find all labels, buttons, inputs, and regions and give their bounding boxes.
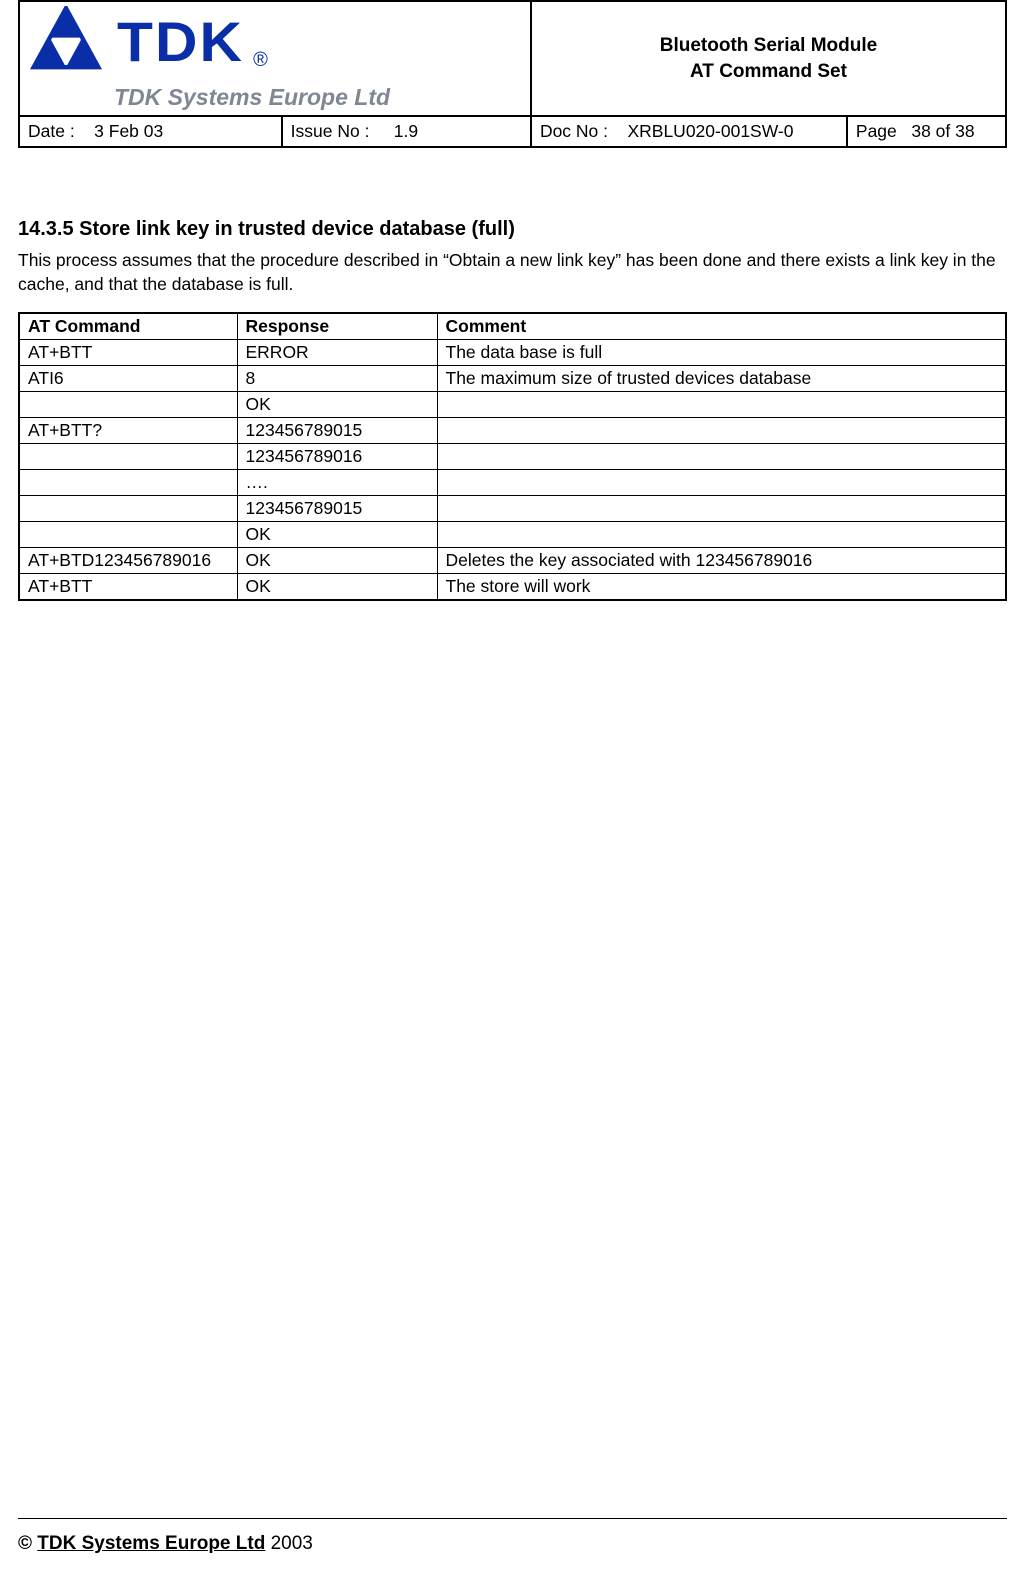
meta-page: Page 38 of 38	[847, 116, 1006, 147]
table-row: ….	[19, 470, 1006, 496]
cell-comment: Deletes the key associated with 12345678…	[437, 548, 1006, 574]
col-header-comment: Comment	[437, 313, 1006, 340]
logo-cell: TDK ® TDK Systems Europe Ltd	[19, 1, 531, 116]
cell-command: AT+BTT	[19, 340, 237, 366]
section-number: 14.3.5	[18, 218, 74, 240]
table-row: AT+BTTERRORThe data base is full	[19, 340, 1006, 366]
cell-response: OK	[237, 522, 437, 548]
meta-issue: Issue No : 1.9	[282, 116, 531, 147]
registered-trademark-icon: ®	[253, 49, 268, 72]
cell-comment	[437, 444, 1006, 470]
footer-company: TDK Systems Europe Ltd	[37, 1533, 265, 1554]
cell-response: OK	[237, 392, 437, 418]
table-row: 123456789016	[19, 444, 1006, 470]
meta-date: Date : 3 Feb 03	[19, 116, 282, 147]
date-label: Date :	[28, 121, 75, 141]
tdk-logo: TDK ® TDK Systems Europe Ltd	[30, 6, 520, 111]
col-header-command: AT Command	[19, 313, 237, 340]
table-row: AT+BTT?123456789015	[19, 418, 1006, 444]
col-header-response: Response	[237, 313, 437, 340]
cell-comment	[437, 496, 1006, 522]
cell-command: AT+BTD123456789016	[19, 548, 237, 574]
cell-command	[19, 470, 237, 496]
cell-command	[19, 444, 237, 470]
doc-title-line1: Bluetooth Serial Module	[660, 35, 877, 56]
footer-year: 2003	[271, 1533, 313, 1554]
footer-divider	[18, 1518, 1007, 1519]
cell-command: ATI6	[19, 366, 237, 392]
section-title: Store link key in trusted device databas…	[79, 218, 515, 240]
cell-comment	[437, 522, 1006, 548]
footer-copyright: © TDK Systems Europe Ltd 2003	[18, 1533, 313, 1555]
cell-response: 8	[237, 366, 437, 392]
at-command-table: AT Command Response Comment AT+BTTERRORT…	[18, 312, 1007, 601]
cell-response: ERROR	[237, 340, 437, 366]
table-row: OK	[19, 522, 1006, 548]
issue-value: 1.9	[394, 121, 418, 141]
table-row: ATI68The maximum size of trusted devices…	[19, 366, 1006, 392]
table-header-row: AT Command Response Comment	[19, 313, 1006, 340]
cell-comment: The maximum size of trusted devices data…	[437, 366, 1006, 392]
page-label: Page	[856, 121, 897, 141]
docno-value: XRBLU020-001SW-0	[627, 121, 793, 141]
docno-label: Doc No :	[540, 121, 608, 141]
cell-response: 123456789015	[237, 418, 437, 444]
tdk-geometric-icon	[30, 6, 102, 78]
cell-comment: The store will work	[437, 574, 1006, 601]
document-title: Bluetooth Serial Module AT Command Set	[531, 1, 1006, 116]
cell-comment	[437, 470, 1006, 496]
table-row: AT+BTTOKThe store will work	[19, 574, 1006, 601]
cell-command: AT+BTT?	[19, 418, 237, 444]
cell-response: OK	[237, 548, 437, 574]
document-meta-row: Date : 3 Feb 03 Issue No : 1.9 Doc No : …	[19, 116, 1006, 147]
cell-response: OK	[237, 574, 437, 601]
table-row: 123456789015	[19, 496, 1006, 522]
cell-response: 123456789016	[237, 444, 437, 470]
issue-label: Issue No :	[291, 121, 370, 141]
cell-comment	[437, 392, 1006, 418]
cell-command	[19, 522, 237, 548]
document-header: TDK ® TDK Systems Europe Ltd Bluetooth S…	[18, 0, 1007, 148]
subsidiary-name: TDK Systems Europe Ltd	[114, 84, 390, 111]
table-row: OK	[19, 392, 1006, 418]
cell-command	[19, 392, 237, 418]
table-row: AT+BTD123456789016OKDeletes the key asso…	[19, 548, 1006, 574]
section-heading: 14.3.5 Store link key in trusted device …	[18, 218, 1007, 241]
page-value: 38 of 38	[911, 121, 974, 141]
date-value: 3 Feb 03	[94, 121, 163, 141]
meta-docno: Doc No : XRBLU020-001SW-0	[531, 116, 847, 147]
cell-comment	[437, 418, 1006, 444]
cell-command: AT+BTT	[19, 574, 237, 601]
doc-title-line2: AT Command Set	[690, 61, 847, 82]
cell-response: ….	[237, 470, 437, 496]
cell-command	[19, 496, 237, 522]
tdk-wordmark: TDK	[117, 14, 244, 70]
copyright-symbol: ©	[18, 1533, 32, 1554]
section-paragraph: This process assumes that the procedure …	[18, 249, 1007, 296]
cell-response: 123456789015	[237, 496, 437, 522]
cell-comment: The data base is full	[437, 340, 1006, 366]
